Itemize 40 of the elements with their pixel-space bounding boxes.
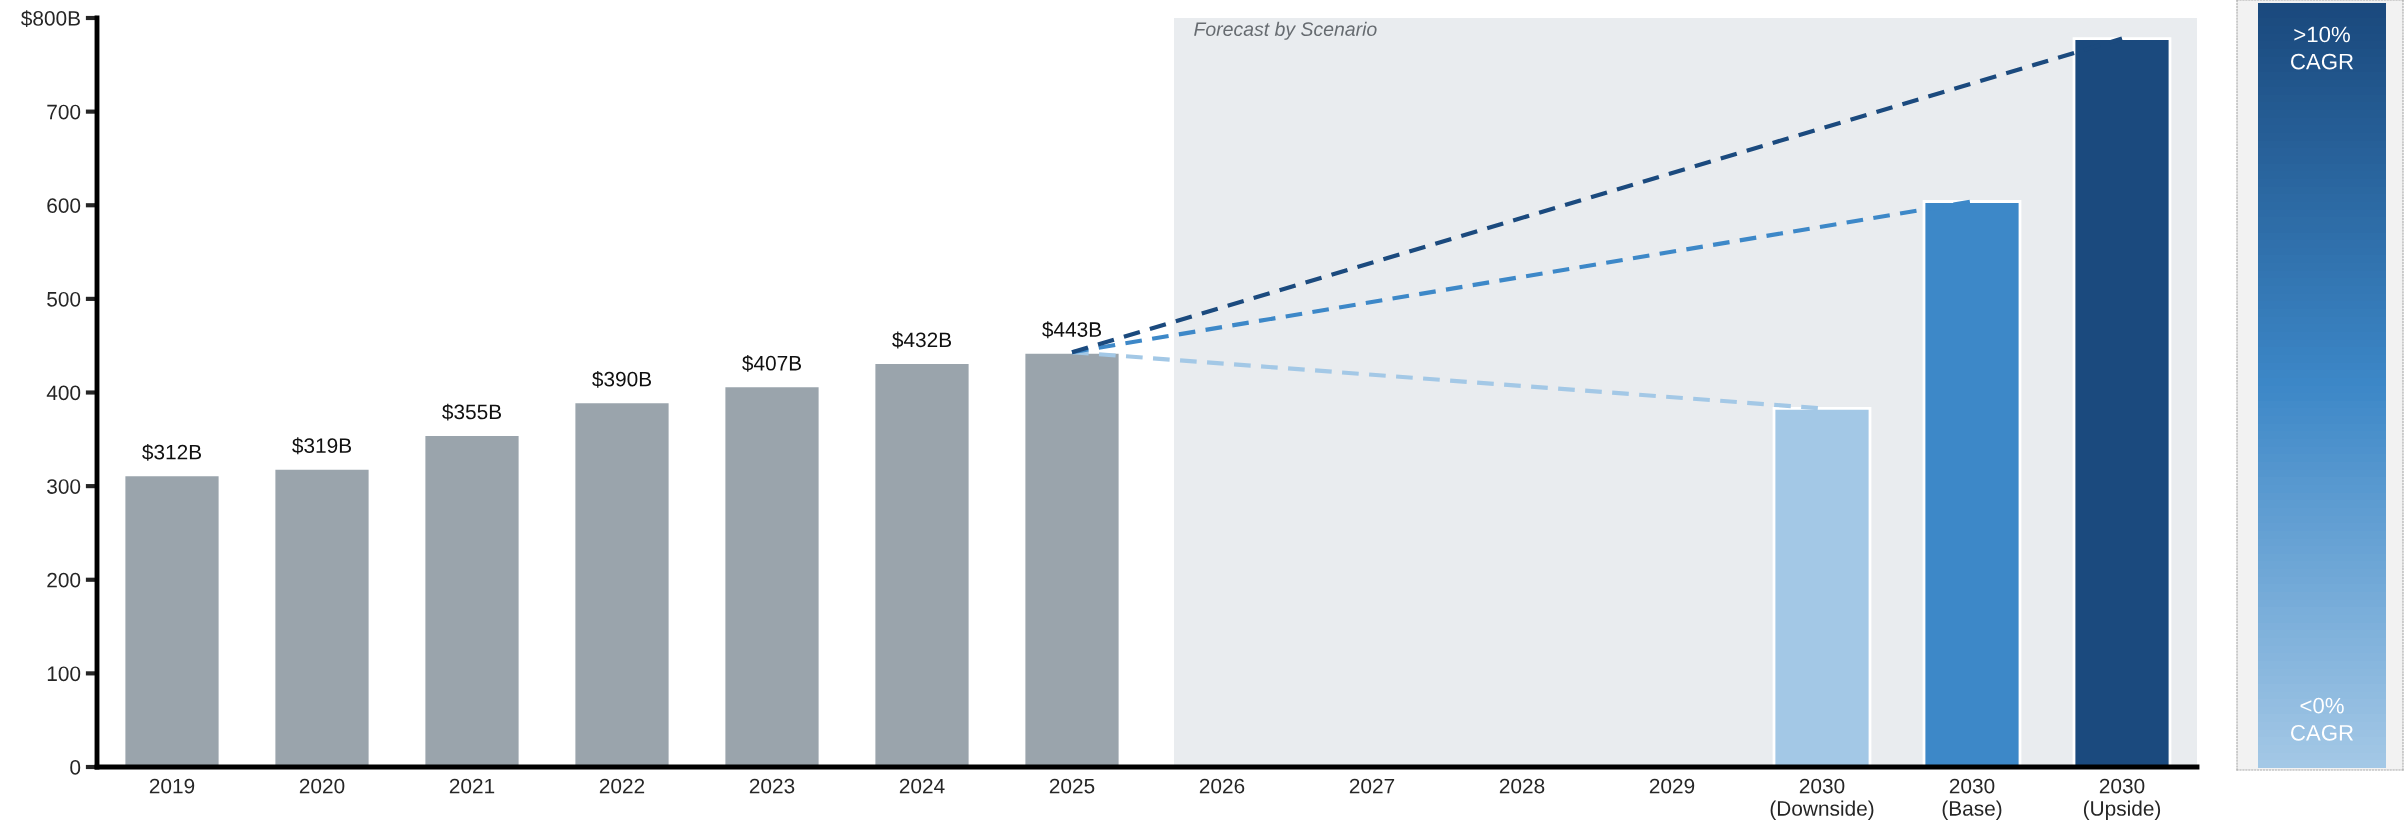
x-tick-label: 2028 — [1499, 778, 1545, 794]
x-tick-label: 2020 — [299, 778, 345, 794]
y-tick-label: 200 — [47, 572, 81, 588]
bar — [422, 433, 522, 767]
bar — [572, 400, 672, 767]
x-tick-label: 2023 — [749, 778, 795, 794]
x-tick-label: 2030 (Upside) — [2083, 778, 2161, 820]
data-label: $319B — [292, 437, 352, 455]
x-tick-label: 2026 — [1199, 778, 1245, 794]
bar — [122, 473, 222, 767]
data-label: $390B — [592, 370, 652, 388]
data-label: $443B — [1042, 321, 1102, 339]
x-tick-label: 2024 — [899, 778, 945, 794]
x-tick-label: 2030 (Downside) — [1770, 778, 1874, 820]
x-tick-label: 2027 — [1349, 778, 1395, 794]
x-tick-label: 2019 — [149, 778, 195, 794]
text: <0% CAGR — [2291, 697, 2354, 741]
band-label: Forecast by Scenario — [1194, 21, 1377, 40]
y-tick-label: 300 — [47, 479, 81, 494]
y-tick-label: $800B — [21, 10, 80, 27]
text: >10% CAGR — [2291, 26, 2354, 70]
y-tick-label: 500 — [47, 291, 81, 307]
x-tick-label: 2021 — [449, 778, 495, 794]
y-tick-label: 0 — [70, 760, 81, 775]
bar — [1022, 350, 1122, 767]
data-label: $432B — [892, 331, 952, 349]
data-label: $312B — [142, 443, 202, 461]
x-tick-label: 2022 — [599, 778, 645, 794]
x-tick-label: 2025 — [1049, 778, 1095, 794]
bar — [872, 361, 972, 767]
data-label: $355B — [442, 403, 502, 421]
bar — [272, 466, 372, 767]
y-tick-label: 400 — [46, 385, 81, 401]
x-tick-label: 2029 — [1649, 778, 1695, 794]
data-label: $407B — [742, 354, 802, 372]
y-tick-label: 600 — [47, 198, 81, 213]
y-tick-label: 100 — [47, 666, 81, 682]
y-tick-label: 700 — [47, 104, 81, 120]
x-tick-label: 2030 (Base) — [1942, 778, 2002, 820]
bar — [722, 384, 822, 767]
